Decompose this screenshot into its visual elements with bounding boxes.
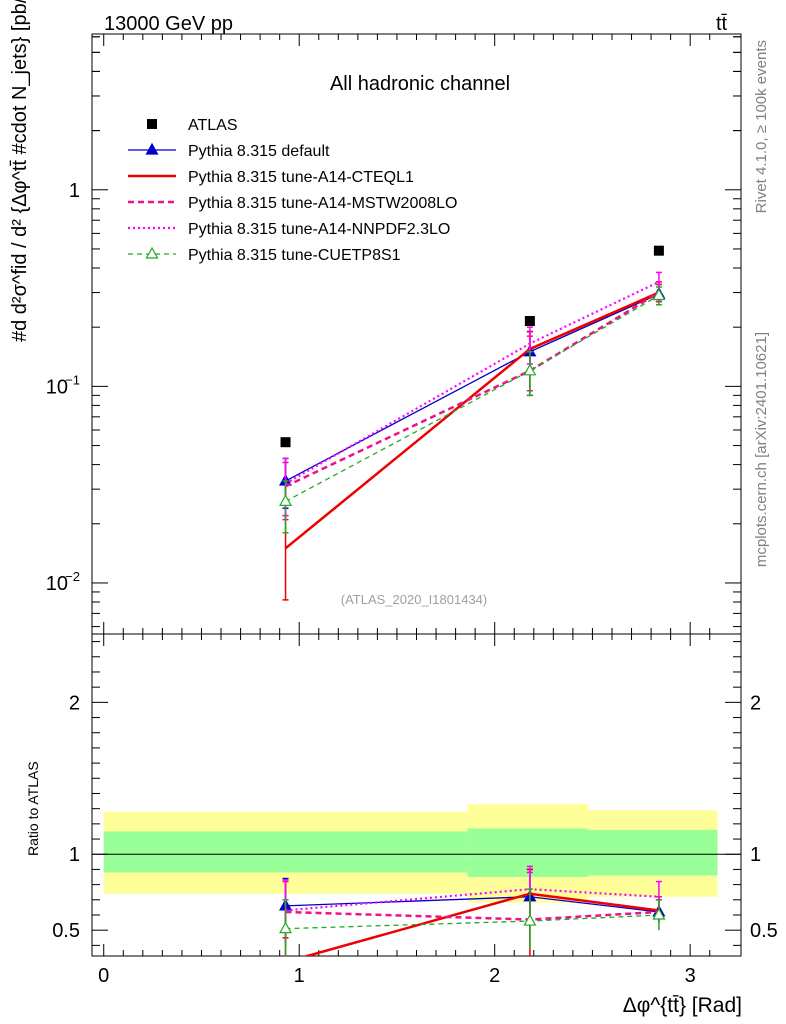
process-label: tt̄: [716, 13, 728, 35]
ratio-line: [285, 914, 659, 930]
legend-atlas-marker: [147, 119, 157, 129]
legend-marker: [145, 246, 159, 259]
legend-label: Pythia 8.315 tune-A14-MSTW2008LO: [188, 195, 457, 212]
axis-ticks: 0 1 2 310−210−110.5 0.51 12 2: [46, 34, 778, 987]
ratio-marker: [523, 913, 537, 926]
x-tick-label: 0: [98, 965, 109, 987]
ratio-tick-label: 2: [69, 692, 80, 714]
legend-label: Pythia 8.315 tune-A14-NNPDF2.3LO: [188, 221, 450, 238]
ratio-tick-label: 1: [69, 844, 80, 866]
atlas-point: [280, 437, 291, 448]
chart-title: All hadronic channel: [330, 73, 510, 95]
series-marker: [652, 288, 666, 301]
main-panel-series: [279, 271, 666, 601]
legend-label: Pythia 8.315 tune-CUETP8S1: [188, 247, 401, 264]
y-tick-label: 1: [69, 180, 80, 202]
ratio-panel-series: [279, 865, 666, 956]
atlas-inner-band: [103, 831, 468, 873]
rivet-version-label: Rivet 4.1.0, ≥ 100k events: [753, 40, 770, 213]
ratio-marker: [279, 921, 293, 934]
series-marker: [523, 363, 537, 376]
ratio-tick-label-right: 0.5: [750, 920, 778, 942]
series-line: [284, 291, 660, 550]
ratio-tick-label-right: 2: [750, 692, 761, 714]
analysis-watermark: (ATLAS_2020_I1801434): [341, 592, 487, 607]
atlas-point: [653, 245, 664, 256]
legend-marker: [145, 142, 159, 155]
atlas-inner-band: [588, 829, 718, 876]
legend-label: Pythia 8.315 default: [188, 143, 330, 160]
y-tick-label: 10: [46, 376, 68, 398]
atlas-data-points: [280, 245, 664, 448]
series-marker: [279, 494, 293, 506]
legend: ATLAS Pythia 8.315 default Pythia 8.315 tu…: [128, 117, 457, 264]
ratio-tick-label: 0.5: [52, 920, 80, 942]
series-line: [285, 293, 660, 482]
x-tick-label: 2: [489, 965, 500, 987]
y-tick-label-exponent: −2: [65, 569, 80, 584]
series-line: [285, 294, 660, 502]
x-tick-label: 3: [685, 965, 696, 987]
ratio-marker: [652, 907, 666, 920]
y-axis-label: #d d²σ^fid / d² {Δφ^tt̄ #cdot N_jets} [p…: [9, 0, 31, 342]
source-label: mcplots.cern.ch [arXiv:2401.10621]: [753, 332, 770, 567]
ratio-axis-label-text: Ratio to ATLAS: [25, 761, 41, 856]
legend-atlas-label: ATLAS: [188, 117, 238, 134]
atlas-uncertainty-bands: [103, 804, 718, 903]
legend-label: Pythia 8.315 tune-A14-CTEQL1: [188, 169, 414, 186]
energy-label: 13000 GeV pp: [104, 13, 233, 35]
ratio-line: [285, 910, 659, 921]
series-line: [284, 291, 660, 488]
y-tick-label-exponent: −1: [65, 372, 80, 387]
atlas-point: [524, 316, 535, 327]
y-tick-label: 10: [46, 573, 68, 595]
x-tick-label: 1: [294, 965, 305, 987]
ratio-tick-label-right: 1: [750, 844, 761, 866]
x-axis-label: Δφ^{tt̄} [Rad]: [623, 994, 742, 1017]
